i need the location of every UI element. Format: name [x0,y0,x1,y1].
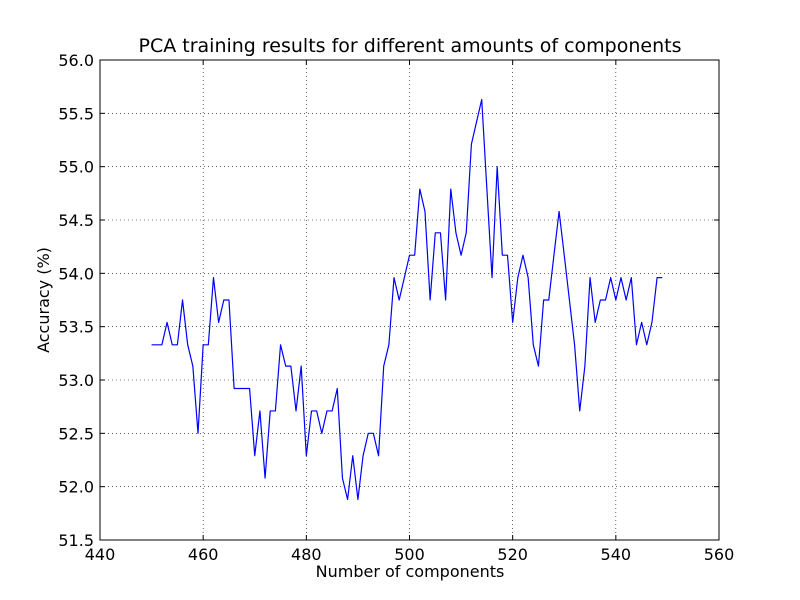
x-tick-label: 540 [601,545,632,564]
y-tick-label: 54.5 [58,211,94,230]
x-axis-label: Number of components [316,562,505,581]
x-tick-label: 440 [85,545,116,564]
y-tick-label: 53.5 [58,318,94,337]
y-tick-label: 54.0 [58,264,94,283]
y-tick-label: 51.5 [58,531,94,550]
y-tick-label: 56.0 [58,51,94,70]
y-axis-label: Accuracy (%) [34,247,53,353]
x-tick-label: 460 [188,545,219,564]
x-tick-label: 520 [497,545,528,564]
y-tick-label: 53.0 [58,371,94,390]
y-tick-label: 55.5 [58,104,94,123]
accuracy-series-line [151,98,663,501]
x-tick-label: 480 [291,545,322,564]
y-tick-label: 52.0 [58,478,94,497]
x-tick-label: 500 [394,545,425,564]
x-tick-label: 560 [704,545,735,564]
y-tick-label: 52.5 [58,424,94,443]
plot-area: 440 460 480 500 520 540 560 51.5 52.0 52.5 53.0 53.… [58,51,734,564]
chart-title: PCA training results for different amoun… [139,35,682,57]
y-tick-label: 55.0 [58,158,94,177]
